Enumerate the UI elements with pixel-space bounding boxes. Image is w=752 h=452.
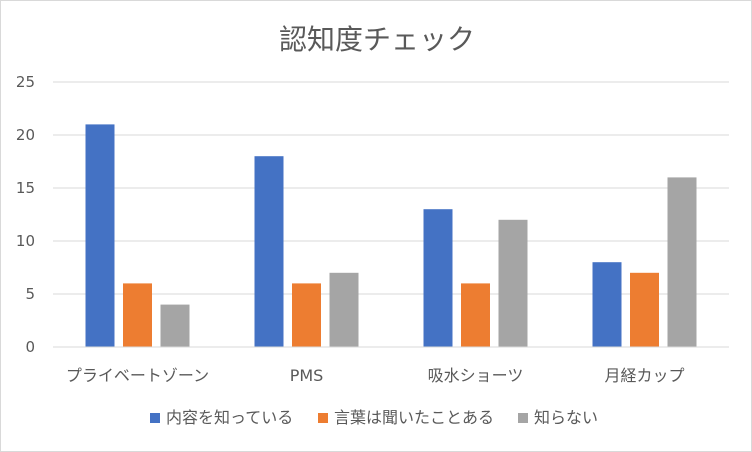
bar-2-3 xyxy=(461,283,490,347)
category-label: 月経カップ xyxy=(604,366,684,385)
legend-label: 内容を知っている xyxy=(166,408,293,427)
category-labels: プライベートゾーン PMS 吸水ショーツ 月経カップ xyxy=(66,366,685,385)
y-tick-label: 15 xyxy=(16,179,35,197)
category-label: プライベートゾーン xyxy=(66,366,209,385)
category-label: PMS xyxy=(290,366,324,385)
bars xyxy=(85,124,697,348)
bar-1-1 xyxy=(85,124,115,348)
chart-title: 認知度チェック xyxy=(279,23,475,56)
legend-label: 言葉は聞いたことある xyxy=(334,408,494,427)
bar-3-1 xyxy=(160,304,190,347)
legend: 内容を知っている 言葉は聞いたことある 知らない xyxy=(150,408,598,427)
bar-2-1 xyxy=(123,283,152,347)
bar-3-3 xyxy=(498,219,528,347)
bar-1-3 xyxy=(423,209,453,347)
gridlines xyxy=(53,81,729,295)
category-label: 吸水ショーツ xyxy=(428,366,524,385)
bar-3-2 xyxy=(329,272,359,347)
legend-swatch xyxy=(518,413,528,423)
y-tick-label: 25 xyxy=(16,73,35,91)
bar-3-4 xyxy=(667,177,697,347)
legend-swatch xyxy=(150,413,160,423)
y-axis-ticks: 0 5 10 15 20 25 xyxy=(16,73,35,356)
legend-label: 知らない xyxy=(534,408,598,427)
legend-swatch xyxy=(318,413,328,423)
bar-1-4 xyxy=(592,262,622,347)
bar-2-4 xyxy=(630,272,659,347)
bar-2-2 xyxy=(292,283,321,347)
y-tick-label: 10 xyxy=(16,232,35,250)
y-tick-label: 20 xyxy=(16,126,35,144)
y-tick-label: 5 xyxy=(25,285,35,303)
bar-1-2 xyxy=(254,156,284,347)
y-tick-label: 0 xyxy=(25,338,35,356)
